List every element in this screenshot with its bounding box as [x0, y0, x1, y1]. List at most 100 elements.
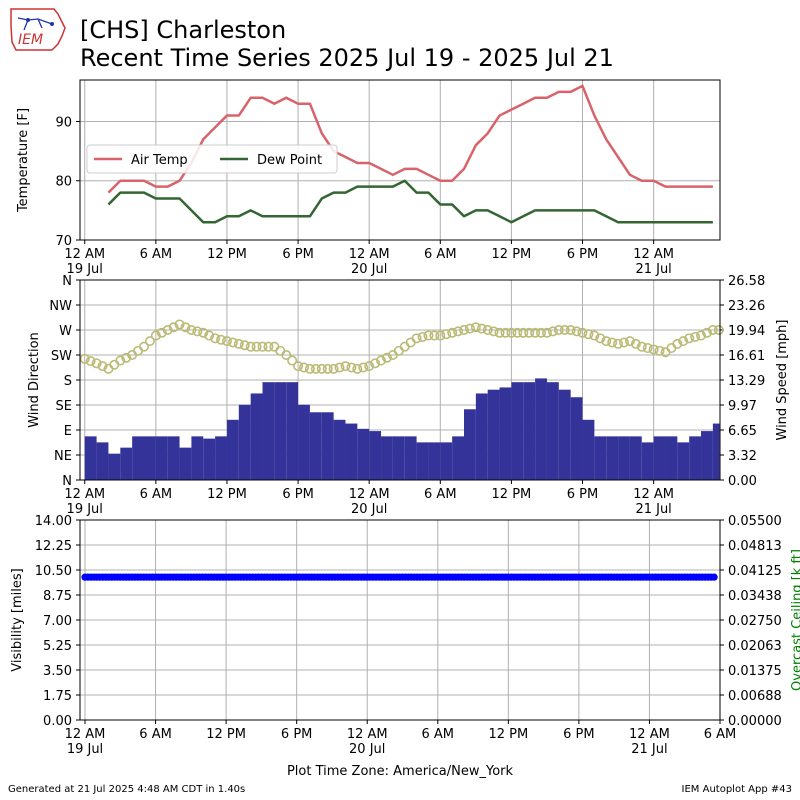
wind-speed-bar	[286, 382, 299, 480]
wind-direction-point	[672, 338, 683, 349]
wind-speed-bar	[250, 393, 263, 480]
wind-direction-point	[690, 331, 701, 342]
wind-direction-point	[601, 336, 612, 347]
wind-direction-point	[411, 333, 422, 344]
wind-direction-axis-label: Wind Direction	[27, 332, 42, 428]
wind-direction-point	[530, 327, 541, 338]
wind-direction-point	[340, 361, 351, 372]
x-tick-label: 6 AM	[424, 487, 457, 502]
x-tick-sublabel: 19 Jul	[67, 742, 103, 757]
x-tick-label: 12 AM	[633, 247, 674, 262]
x-tick-label: 12 AM	[633, 487, 674, 502]
wind-speed-bar	[677, 442, 690, 480]
wind-speed-bar	[155, 436, 168, 480]
wind-direction-point	[364, 361, 375, 372]
wind-direction-point	[470, 322, 481, 333]
wind-direction-point	[227, 337, 238, 348]
chart-title: [CHS] Charleston	[80, 16, 287, 44]
wind-direction-point	[376, 355, 387, 366]
x-tick-label: 6 PM	[567, 487, 598, 502]
x-tick-label: 12 PM	[207, 247, 247, 262]
x-tick-label: 6 AM	[140, 247, 173, 262]
speed-tick-label: 23.26	[728, 299, 765, 314]
wind-speed-bar	[665, 436, 678, 480]
ceiling-tick-label: 0.04125	[728, 564, 782, 579]
wind-direction-point	[298, 362, 309, 373]
x-tick-sublabel: 19 Jul	[67, 262, 103, 277]
wind-direction-point	[666, 343, 677, 354]
wind-speed-bar	[570, 397, 583, 480]
wind-direction-point	[429, 330, 440, 341]
legend-label-dew-point: Dew Point	[257, 153, 322, 168]
visibility-tick-label: 1.75	[43, 689, 72, 704]
wind-direction-point	[91, 358, 102, 369]
wind-speed-bar	[523, 382, 536, 480]
wind-speed-bar	[381, 436, 393, 480]
wind-direction-point	[613, 338, 624, 349]
visibility-tick-label: 12.25	[35, 539, 72, 554]
wind-speed-bar	[357, 428, 370, 480]
wind-speed-bar	[546, 382, 559, 480]
wind-speed-bar	[464, 409, 476, 480]
chart-subtitle: Recent Time Series 2025 Jul 19 - 2025 Ju…	[80, 44, 614, 72]
wind-speed-bar	[594, 436, 607, 480]
wind-direction-point	[547, 326, 558, 337]
wind-direction-point	[304, 363, 315, 374]
wind-direction-point	[281, 349, 292, 360]
y-tick-label: 80	[55, 175, 72, 190]
x-tick-label: 12 AM	[65, 727, 106, 742]
wind-direction-point	[257, 341, 268, 352]
visibility-tick-label: 3.50	[43, 664, 72, 679]
wind-direction-point	[239, 340, 250, 351]
wind-direction-point	[210, 333, 221, 344]
wind-speed-bar	[416, 442, 429, 480]
wind-direction-point	[417, 331, 428, 342]
wind-speed-bar	[321, 412, 334, 480]
wind-direction-point	[583, 329, 594, 340]
wind-direction-point	[109, 359, 120, 370]
wind-direction-point	[221, 336, 232, 347]
wind-direction-point	[536, 327, 547, 338]
wind-direction-point	[630, 338, 641, 349]
visibility-point	[710, 573, 718, 581]
x-tick-label: 6 AM	[139, 727, 172, 742]
wind-speed-axis-label: Wind Speed [mph]	[775, 320, 790, 441]
wind-direction-point	[458, 324, 469, 335]
wind-direction-point	[707, 324, 718, 335]
wind-direction-point	[352, 363, 363, 374]
legend-label-air-temp: Air Temp	[131, 153, 188, 168]
wind-speed-bar	[606, 436, 619, 480]
wind-direction-point	[524, 327, 535, 338]
temperature-axis-label: Temperature [F]	[16, 108, 31, 213]
visibility-tick-label: 8.75	[43, 589, 72, 604]
wind-direction-point	[150, 330, 161, 341]
wind-direction-point	[441, 329, 452, 340]
speed-tick-label: 26.58	[728, 274, 765, 289]
x-tick-label: 12 PM	[492, 247, 532, 262]
wind-direction-point	[476, 323, 487, 334]
wind-speed-bar	[701, 431, 713, 480]
dew-point-line	[107, 179, 713, 224]
x-tick-label: 6 PM	[563, 727, 594, 742]
wind-direction-point	[654, 345, 665, 356]
wind-direction-point	[245, 341, 256, 352]
x-tick-sublabel: 20 Jul	[351, 262, 387, 277]
wind-direction-point	[144, 336, 155, 347]
x-tick-label: 12 PM	[206, 727, 246, 742]
wind-direction-point	[577, 327, 588, 338]
wind-direction-point	[696, 330, 707, 341]
wind-speed-bar	[452, 436, 464, 480]
wind-speed-bar	[96, 442, 109, 480]
iem-logo: IEM	[10, 8, 66, 51]
wind-direction-point	[482, 324, 493, 335]
speed-tick-label: 16.61	[728, 349, 765, 364]
direction-tick-label: NW	[49, 299, 72, 314]
wind-direction-point	[174, 319, 185, 330]
wind-direction-point	[678, 336, 689, 347]
wind-direction-point	[618, 337, 629, 348]
wind-direction-point	[453, 326, 464, 337]
ceiling-tick-label: 0.00000	[728, 714, 782, 729]
wind-direction-point	[506, 327, 517, 338]
wind-direction-point	[180, 322, 191, 333]
